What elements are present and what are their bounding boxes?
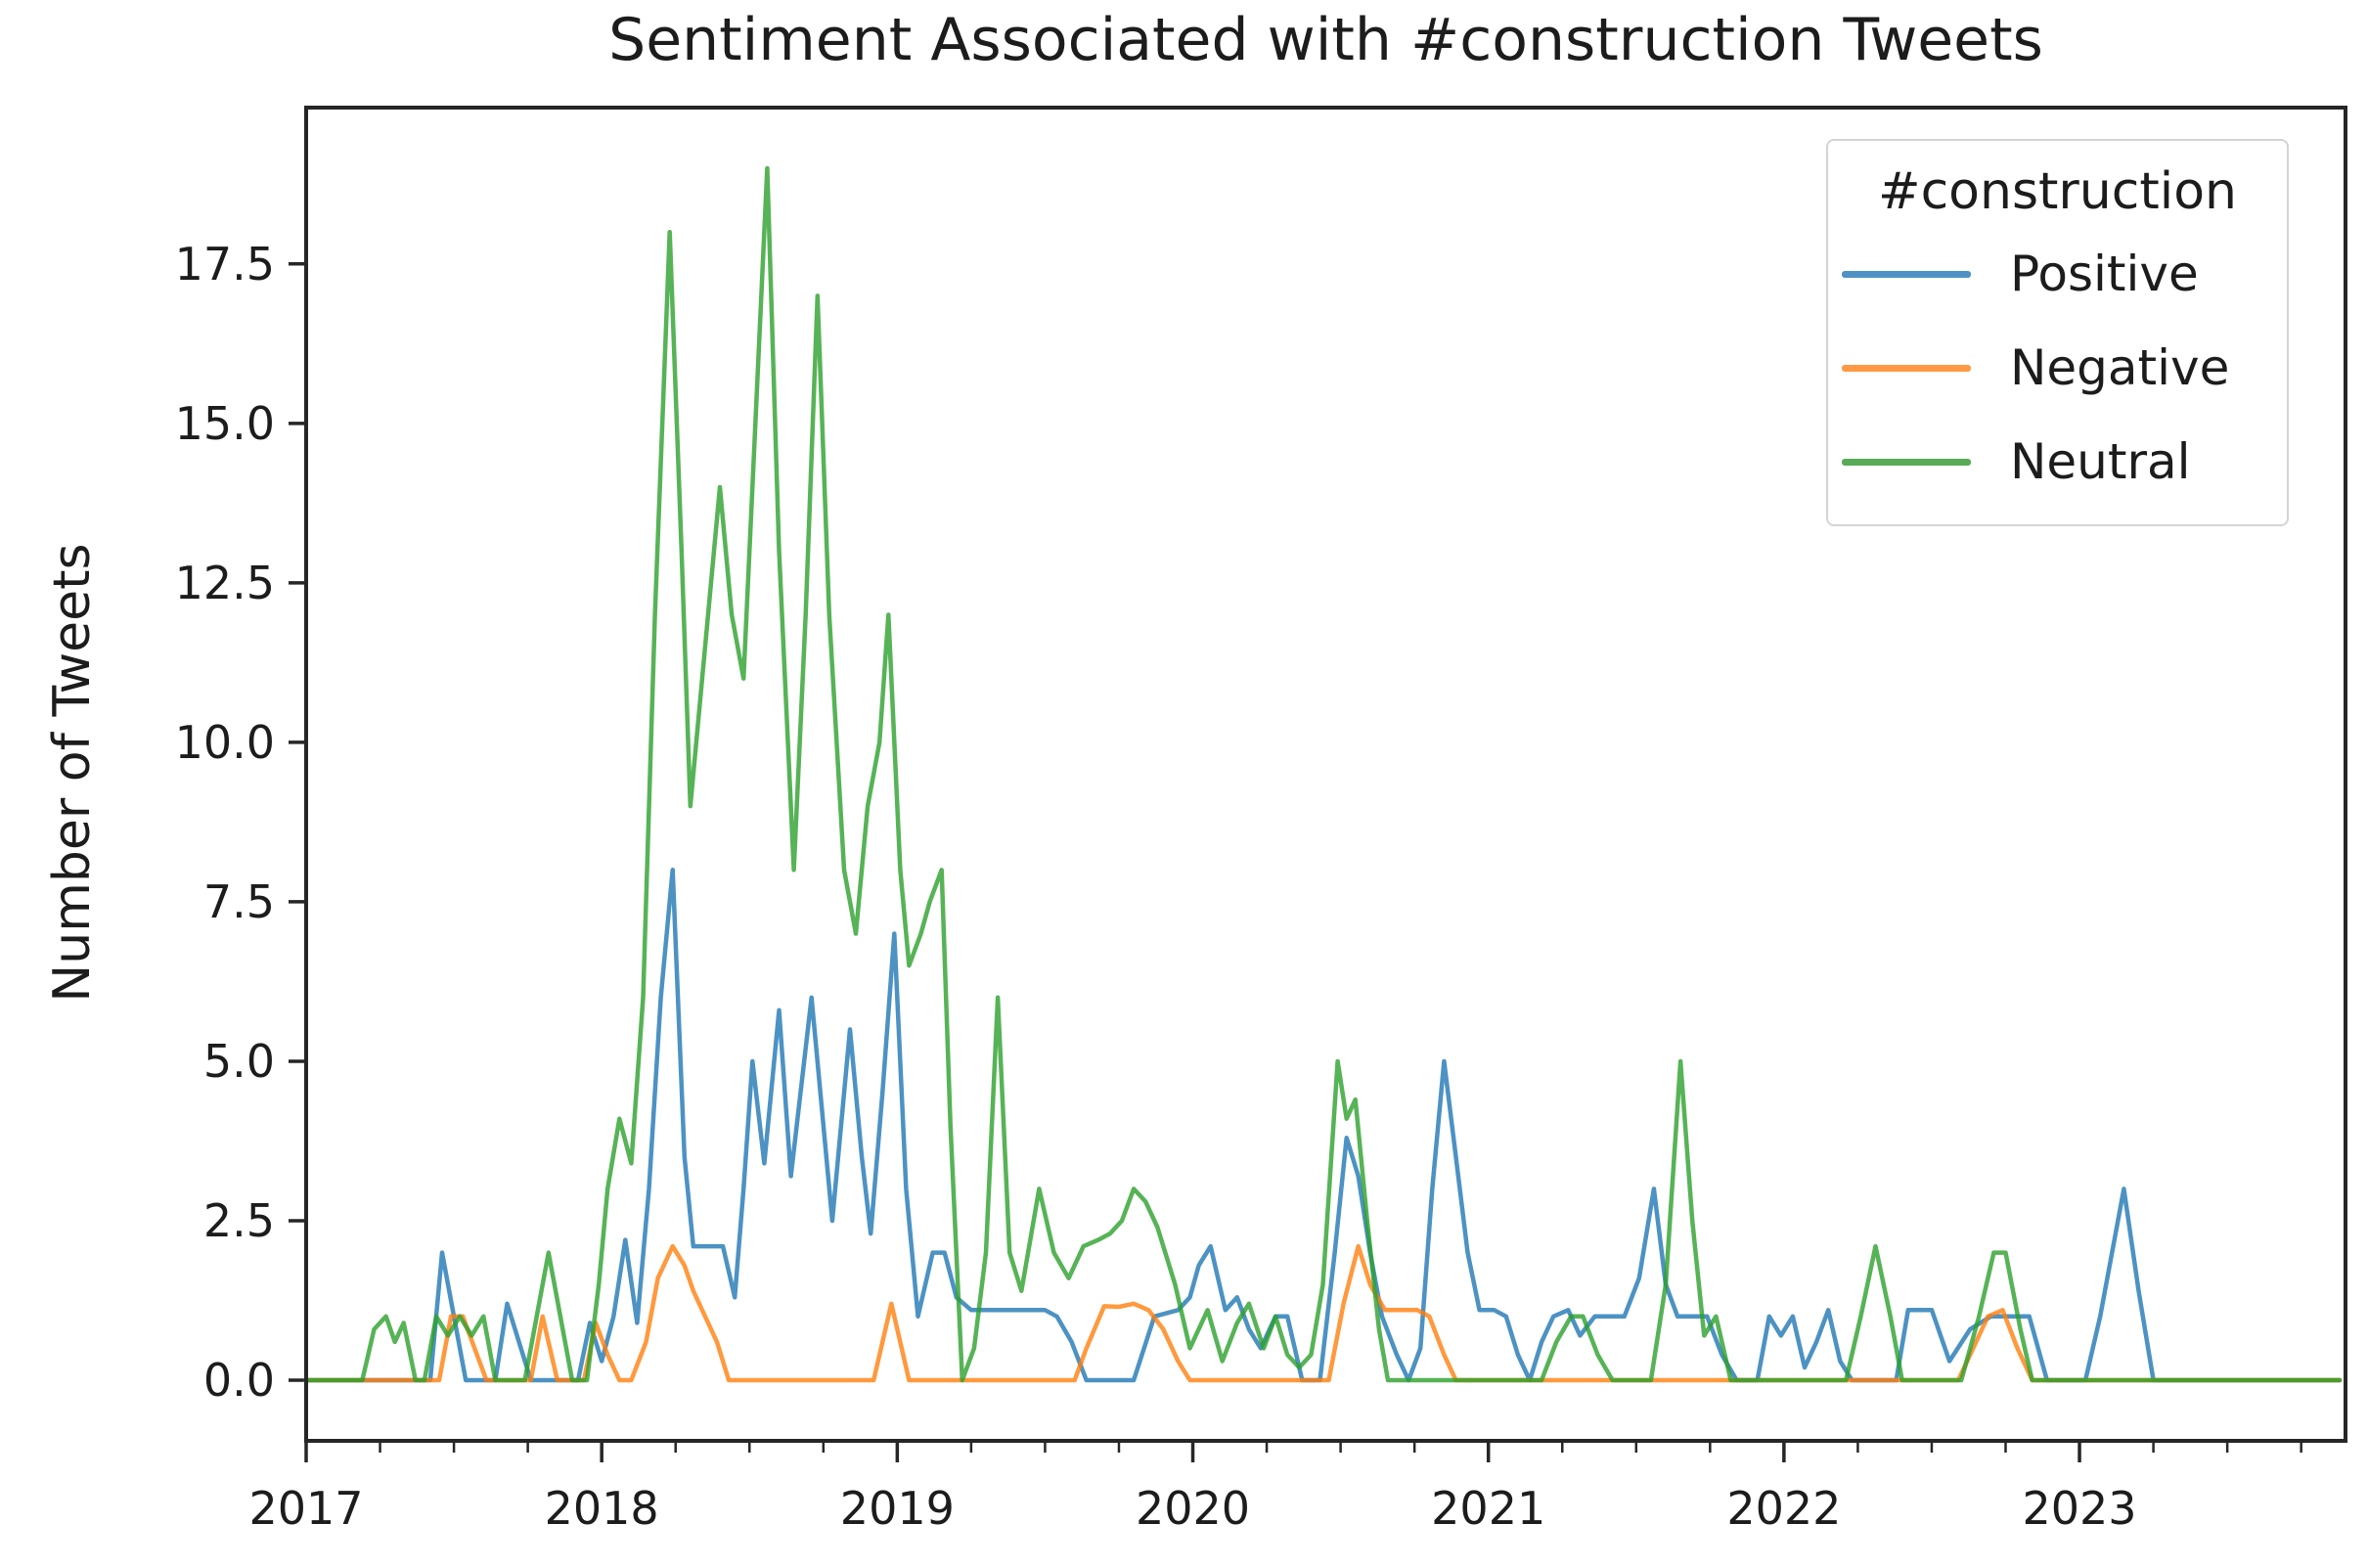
legend-rows: Positive Negative Neutral [1828,227,2287,509]
chart-title: Sentiment Associated with #construction … [608,6,2043,74]
legend-swatch-positive [1842,270,1971,278]
legend-label: Negative [2010,339,2230,396]
x-tick-label: 2023 [2023,1482,2137,1535]
x-tick-label: 2019 [840,1482,955,1535]
legend-label: Neutral [2010,433,2191,490]
y-tick-label: 7.5 [203,875,275,928]
x-tick-label: 2020 [1136,1482,1250,1535]
x-tick-label: 2022 [1726,1482,1841,1535]
series-line-positive [303,868,2343,1383]
y-tick-label: 17.5 [175,238,275,291]
y-tick-label: 10.0 [175,716,275,769]
legend-entry-negative: Negative [1828,321,2287,415]
y-tick-label: 5.0 [203,1035,275,1088]
legend-entry-neutral: Neutral [1828,415,2287,509]
x-tick-label: 2021 [1431,1482,1545,1535]
legend-entry-positive: Positive [1828,227,2287,321]
legend-swatch-neutral [1842,458,1971,466]
axes-frame [304,106,2347,1443]
x-tick-label: 2018 [545,1482,659,1535]
x-tick-label: 2017 [248,1482,363,1535]
series-line-neutral [303,165,2343,1383]
series-line-negative [303,1243,2343,1383]
y-tick-label: 2.5 [203,1194,275,1247]
y-tick-label: 15.0 [175,397,275,450]
legend-label: Positive [2010,246,2199,302]
legend-swatch-negative [1842,364,1971,372]
legend: #construction Positive Negative Neutral [1826,139,2289,526]
y-tick-label: 0.0 [203,1354,275,1407]
y-tick-label: 12.5 [175,557,275,609]
legend-title: #construction [1878,162,2237,221]
